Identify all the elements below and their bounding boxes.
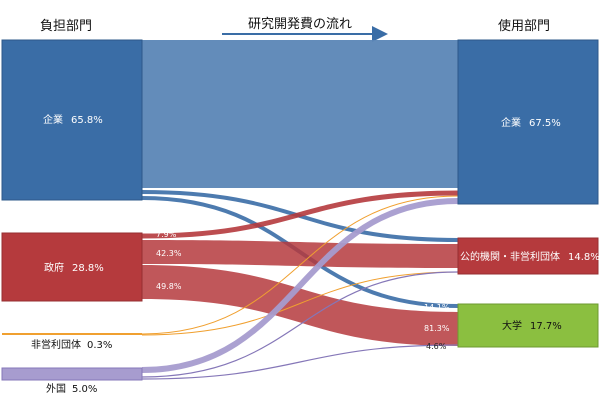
flow-label-gov-to-university: 49.8% [156, 282, 182, 291]
node-source-foreign [1, 367, 143, 381]
target-nodes: 企業 67.5% 公的機関・非営利団体 14.8% 大学 17.7% [457, 39, 600, 348]
flow-label-gov-to-public: 42.3% [156, 249, 182, 258]
node-source-government-value: 28.8% [72, 263, 104, 274]
flows [141, 40, 459, 380]
node-source-company [1, 39, 143, 201]
node-target-company [457, 39, 599, 205]
flow-foreign-to-company [141, 198, 459, 373]
flow-label-public-misc: 14.1% [424, 303, 450, 312]
node-target-public-value: 14.8% [568, 252, 600, 263]
flow-nonprofit-to-public [141, 271, 459, 336]
source-header: 負担部門 [40, 19, 92, 34]
node-target-university-name: 大学 [502, 319, 522, 332]
node-target-public [457, 237, 599, 275]
flow-foreign-to-university [141, 344, 459, 380]
flow-labels: 7.9% 42.3% 49.8% 14.1% 81.3% 4.6% [156, 230, 450, 351]
node-target-university-value: 17.7% [530, 321, 562, 332]
node-source-foreign-value: 5.0% [72, 384, 97, 395]
flow-foreign-to-public [141, 271, 459, 378]
flow-government-to-company [141, 190, 459, 239]
node-target-university [457, 303, 599, 348]
node-source-company-name: 企業 [43, 113, 63, 126]
use-header: 使用部門 [498, 18, 550, 34]
node-source-nonprofit [2, 333, 142, 335]
flow-label-university-main: 81.3% [424, 324, 450, 333]
node-target-public-name: 公的機関・非営利団体 [460, 250, 560, 263]
node-target-company-name: 企業 [501, 116, 521, 129]
flow-company-to-company [142, 40, 458, 188]
node-source-foreign-name: 外国 [46, 383, 66, 395]
node-source-company-value: 65.8% [71, 115, 103, 126]
flow-nonprofit-to-company [141, 195, 459, 335]
node-source-government [1, 232, 143, 302]
flow-header: 研究開発費の流れ [248, 17, 352, 32]
node-source-government-name: 政府 [44, 261, 64, 274]
source-nodes: 企業 65.8% 政府 28.8% 非営利団体 0.3% 外国 5.0% [1, 39, 143, 395]
flow-label-university-misc: 4.6% [426, 342, 447, 351]
flow-government-to-public [142, 240, 458, 268]
node-source-nonprofit-value: 0.3% [87, 340, 112, 351]
node-source-nonprofit-name: 非営利団体 [31, 338, 81, 351]
flow-government-to-university [142, 265, 458, 346]
node-target-company-value: 67.5% [529, 118, 561, 129]
flow-label-gov-to-company: 7.9% [156, 230, 177, 239]
